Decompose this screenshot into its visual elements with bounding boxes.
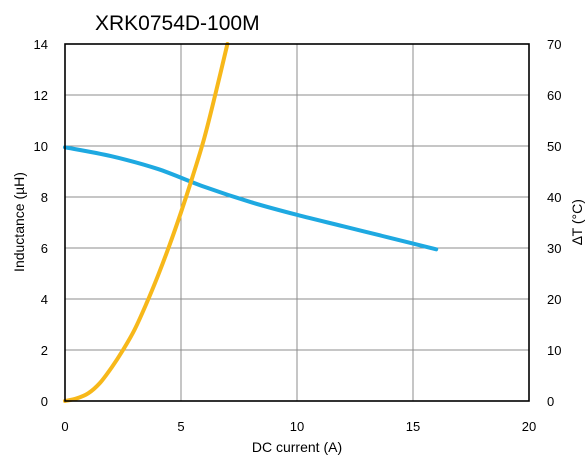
x-axis-label: DC current (A): [252, 439, 342, 455]
y-left-tick-label-12: 12: [34, 88, 48, 103]
chart-title: XRK0754D-100M: [95, 12, 260, 35]
y-left-tick-label-8: 8: [41, 190, 48, 205]
grid: [65, 44, 529, 401]
y-right-tick-label-70: 70: [547, 37, 561, 52]
inductance-line: [63, 145, 439, 252]
y-right-tick-label-0: 0: [547, 394, 554, 409]
y-right-tick-label-30: 30: [547, 241, 561, 256]
y-right-tick-label-10: 10: [547, 343, 561, 358]
x-tick-label-0: 0: [61, 419, 68, 434]
y-left-tick-label-14: 14: [34, 37, 48, 52]
temperature-rise-line: [63, 42, 230, 403]
y-axis-right-label: ∆T (°C): [569, 199, 585, 245]
y-right-tick-label-20: 20: [547, 292, 561, 307]
tick-labels: 0 5 10 15 20 0 2 4 6 8 10 12 14 0 10 20 30 40 50 60 70: [34, 37, 562, 434]
y-right-tick-label-40: 40: [547, 190, 561, 205]
y-axis-left-label: Inductance (µH): [11, 172, 27, 272]
y-right-tick-label-50: 50: [547, 139, 561, 154]
y-right-tick-label-60: 60: [547, 88, 561, 103]
y-left-tick-label-6: 6: [41, 241, 48, 256]
y-left-tick-label-2: 2: [41, 343, 48, 358]
x-tick-label-15: 15: [406, 419, 420, 434]
y-left-tick-label-0: 0: [41, 394, 48, 409]
x-tick-label-20: 20: [522, 419, 536, 434]
x-tick-label-10: 10: [290, 419, 304, 434]
y-left-tick-label-4: 4: [41, 292, 48, 307]
plot-frame: [64, 43, 530, 402]
series-layer: [63, 42, 439, 403]
x-tick-label-5: 5: [177, 419, 184, 434]
y-left-tick-label-10: 10: [34, 139, 48, 154]
